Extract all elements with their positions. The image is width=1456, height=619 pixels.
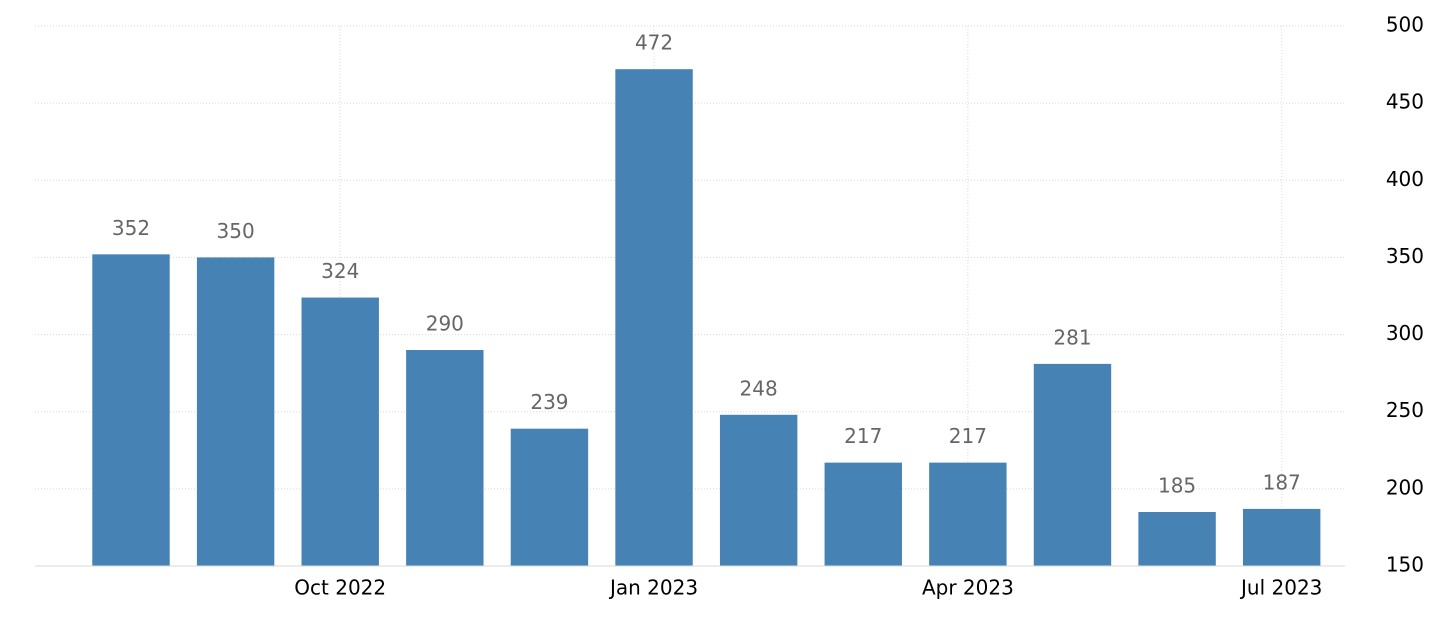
data-label: 217 [949, 424, 987, 448]
y-tick-label: 450 [1386, 90, 1424, 114]
bar [615, 69, 693, 566]
bar [719, 414, 798, 566]
y-tick-label: 200 [1386, 475, 1424, 499]
bar [92, 254, 170, 567]
data-label: 185 [1158, 474, 1196, 498]
data-label: 217 [844, 424, 882, 448]
data-label: 187 [1263, 470, 1301, 494]
data-label: 239 [530, 390, 568, 414]
x-tick-label: Jan 2023 [608, 576, 698, 600]
bar [301, 297, 379, 566]
y-tick-label: 150 [1386, 553, 1424, 577]
bar [824, 462, 902, 566]
data-label: 350 [217, 219, 255, 243]
y-tick-label: 250 [1386, 398, 1424, 422]
data-label: 352 [112, 216, 150, 240]
data-label: 324 [321, 259, 359, 283]
data-label: 281 [1053, 325, 1091, 349]
bar [929, 462, 1007, 566]
x-tick-label: Oct 2022 [294, 576, 386, 600]
bar [406, 350, 484, 566]
x-tick-label: Apr 2023 [922, 576, 1014, 600]
bar [1242, 508, 1321, 566]
bar [1138, 512, 1216, 566]
data-label: 248 [740, 376, 778, 400]
y-tick-label: 500 [1386, 13, 1424, 37]
bar [510, 428, 589, 566]
y-tick-label: 300 [1386, 321, 1424, 345]
data-label: 472 [635, 31, 673, 55]
data-label: 290 [426, 312, 464, 336]
bar [196, 257, 275, 566]
y-tick-label: 350 [1386, 244, 1424, 268]
y-tick-label: 400 [1386, 167, 1424, 191]
x-tick-label: Jul 2023 [1239, 576, 1322, 600]
bar [1033, 363, 1112, 566]
